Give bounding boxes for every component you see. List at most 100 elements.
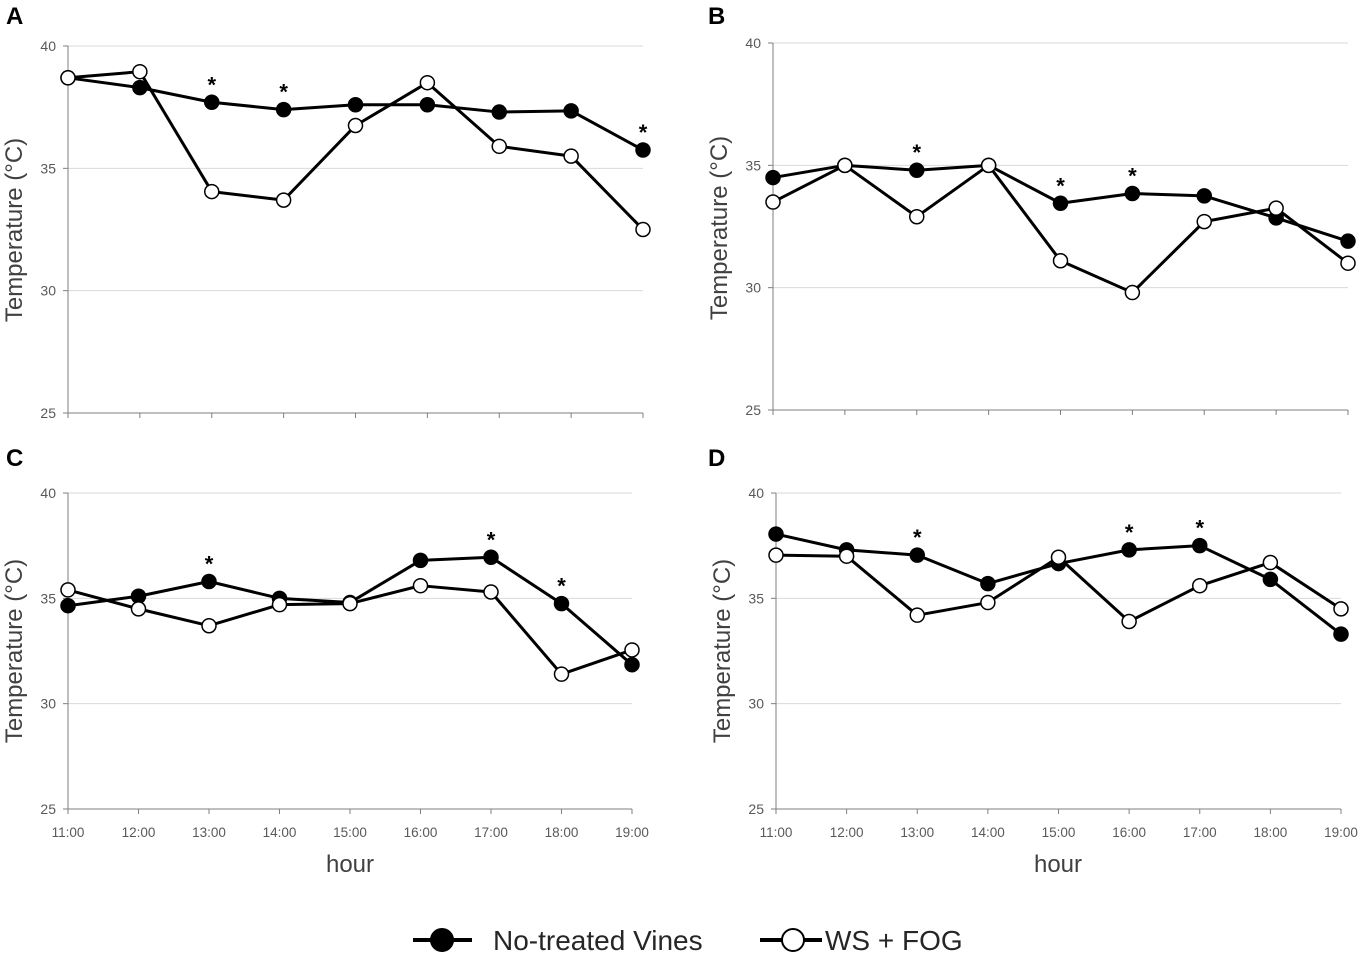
data-point-ws-fog-a: [204, 183, 220, 200]
series-line-no-treated-d: [775, 532, 1342, 636]
data-point-ws-fog-a: [132, 63, 148, 80]
data-point-no-treated-a: [275, 101, 292, 118]
y-tick-label-b: 25: [745, 402, 761, 418]
data-point-no-treated-b: [765, 169, 781, 186]
y-tick-label-b: 30: [745, 280, 761, 296]
significance-marker-b: *: [1056, 173, 1065, 198]
y-tick-label-d: 35: [748, 590, 764, 606]
x-tick-label-c: 12:00: [122, 825, 156, 840]
series-line-ws-fog-a: [67, 70, 645, 231]
significance-marker-c: *: [487, 527, 496, 552]
data-point-ws-fog-b: [1196, 213, 1212, 230]
significance-marker-d: *: [913, 525, 922, 550]
data-point-ws-fog-b: [980, 157, 997, 174]
significance-marker-b: *: [1128, 163, 1137, 188]
x-tick-label-d: 15:00: [1042, 825, 1076, 840]
data-point-no-treated-d: [1262, 571, 1279, 588]
x-tick-label-c: 11:00: [52, 825, 85, 840]
y-tick-label-a: 25: [40, 405, 56, 421]
x-tick-label-c: 13:00: [192, 825, 226, 840]
legend-label-no-treated: No-treated Vines: [493, 925, 703, 955]
y-tick-label-b: 35: [745, 157, 761, 173]
significance-marker-d: *: [1195, 516, 1204, 541]
data-point-ws-fog-d: [768, 547, 784, 563]
data-point-ws-fog-d: [1262, 554, 1279, 571]
x-tick-label-d: 12:00: [830, 825, 864, 840]
data-point-ws-fog-c: [201, 617, 217, 634]
data-point-no-treated-d: [1121, 542, 1137, 558]
x-tick-label-c: 14:00: [263, 825, 297, 840]
y-tick-label-a: 40: [40, 38, 56, 54]
y-tick-label-a: 30: [40, 283, 56, 299]
data-point-ws-fog-c: [342, 595, 358, 612]
data-point-ws-fog-a: [419, 74, 436, 91]
data-point-ws-fog-d: [1050, 549, 1067, 566]
data-point-no-treated-d: [1192, 537, 1208, 554]
legend-label-ws-fog: WS + FOG: [825, 925, 963, 955]
data-point-no-treated-b: [909, 162, 925, 178]
y-tick-label-c: 40: [40, 485, 56, 501]
x-tick-label-c: 17:00: [474, 825, 508, 840]
data-point-no-treated-c: [624, 656, 640, 673]
data-point-no-treated-a: [491, 104, 507, 120]
panel-a: A Temperature (°C) 25 30 35 40 * * *: [1, 3, 651, 421]
data-point-no-treated-a: [563, 103, 579, 119]
data-point-ws-fog-c: [60, 582, 76, 598]
panel-d: D Temperature (°C) hour 25 30 35 40 11:00 12:…: [708, 445, 1358, 878]
x-axis-label-d: hour: [1034, 851, 1082, 878]
significance-marker-c: *: [205, 551, 214, 576]
y-tick-label-d: 25: [748, 801, 764, 817]
data-point-no-treated-b: [1124, 185, 1141, 202]
x-tick-label-d: 13:00: [900, 825, 934, 840]
significance-marker-a: *: [279, 80, 288, 105]
data-point-ws-fog-c: [624, 642, 640, 658]
y-tick-label-d: 30: [748, 696, 764, 712]
x-tick-label-c: 15:00: [333, 825, 367, 840]
data-point-no-treated-a: [635, 142, 651, 158]
data-point-no-treated-a: [204, 94, 220, 111]
data-point-ws-fog-a: [491, 138, 507, 155]
legend-marker-ws-fog: [781, 928, 805, 952]
data-point-ws-fog-b: [1052, 253, 1069, 269]
data-point-ws-fog-b: [1124, 284, 1141, 301]
x-tick-label-c: 18:00: [545, 825, 579, 840]
data-point-no-treated-c: [60, 597, 76, 614]
x-tick-label-d: 19:00: [1324, 825, 1358, 840]
data-point-ws-fog-d: [1192, 577, 1208, 594]
data-point-ws-fog-b: [909, 208, 925, 225]
data-point-no-treated-a: [347, 96, 364, 113]
y-tick-label-c: 25: [40, 801, 56, 817]
data-point-ws-fog-b: [837, 157, 853, 174]
significance-marker-d: *: [1125, 520, 1134, 545]
data-point-ws-fog-b: [1340, 255, 1356, 271]
data-point-ws-fog-d: [980, 594, 996, 611]
y-tick-label-c: 30: [40, 696, 56, 712]
data-point-ws-fog-b: [1268, 200, 1284, 216]
data-point-ws-fog-a: [60, 70, 76, 86]
data-point-no-treated-c: [553, 595, 570, 612]
data-point-ws-fog-a: [635, 221, 651, 238]
data-point-ws-fog-c: [412, 577, 429, 594]
panel-letter-c: C: [6, 445, 23, 472]
significance-marker-a: *: [207, 72, 216, 97]
x-tick-label-d: 18:00: [1253, 825, 1287, 840]
y-axis-label-b: Temperature (°C): [706, 136, 733, 320]
y-tick-label-d: 40: [748, 485, 764, 501]
y-tick-label-b: 40: [745, 35, 761, 51]
data-point-ws-fog-d: [909, 607, 925, 623]
x-tick-label-c: 19:00: [615, 825, 649, 840]
data-point-ws-fog-c: [130, 601, 147, 617]
y-tick-label-c: 35: [40, 590, 56, 606]
panel-c: C Temperature (°C) hour 25 30 35 40 11:00 12:…: [1, 445, 649, 878]
data-point-ws-fog-b: [765, 194, 781, 210]
y-axis-label-c: Temperature (°C): [1, 559, 28, 743]
y-tick-label-a: 35: [40, 160, 56, 176]
data-point-no-treated-b: [1340, 233, 1356, 249]
y-axis-label-d: Temperature (°C): [709, 559, 736, 743]
data-point-no-treated-c: [412, 552, 429, 569]
data-point-no-treated-c: [483, 549, 499, 566]
series-line-no-treated-a: [67, 76, 644, 152]
significance-marker-a: *: [639, 120, 648, 145]
panel-letter-b: B: [708, 3, 725, 30]
